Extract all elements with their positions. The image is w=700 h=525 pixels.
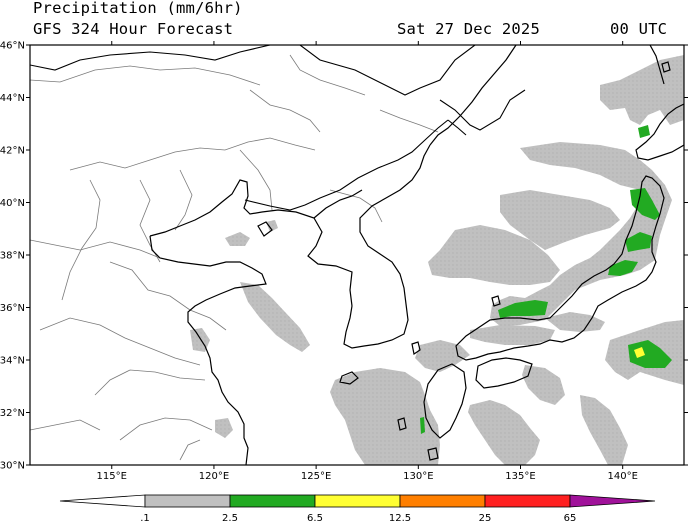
colorbar-tick-label: .1 [140, 513, 150, 524]
colorbar-bin [144, 494, 231, 508]
lat-tick-label: 38°N [0, 251, 25, 262]
lon-tick-label: 140°E [607, 471, 637, 482]
lat-tick-label: 44°N [0, 93, 25, 104]
national-borders [30, 45, 526, 211]
valid-utc: 00 UTC [610, 20, 668, 38]
valid-date: Sat 27 Dec 2025 [397, 20, 540, 38]
colorbar-bin [484, 494, 571, 508]
lat-tick-label: 42°N [0, 146, 25, 157]
lon-tick-label: 135°E [505, 471, 535, 482]
lon-tick-label: 130°E [403, 471, 433, 482]
latitude-axis: 30°N 32°N 34°N 36°N 38°N 40°N 42°N 44°N 46°N [0, 41, 688, 472]
colorbar-tick-label: 25 [479, 513, 492, 524]
longitude-axis: 115°E 120°E 125°E 130°E 135°E 140°E [97, 41, 638, 482]
lat-tick-label: 34°N [0, 356, 25, 367]
admin-borders [30, 54, 439, 461]
colorbar-tick-label: 2.5 [222, 513, 238, 524]
lat-tick-label: 40°N [0, 198, 25, 209]
forecast-subtitle: GFS 324 Hour Forecast [33, 20, 234, 38]
precip-light-areas [190, 55, 684, 465]
lon-tick-label: 115°E [97, 471, 127, 482]
colorbar-bin [59, 494, 146, 508]
colorbar-bin [229, 494, 316, 508]
coastlines [149, 45, 684, 465]
map-content [30, 45, 684, 465]
precip-colorbar [59, 494, 656, 508]
colorbar-tick-label: 65 [564, 513, 577, 524]
colorbar-bin [399, 494, 486, 508]
lon-tick-label: 120°E [199, 471, 229, 482]
precip-colorbar-labels: .1 2.5 6.5 12.5 25 65 [140, 513, 576, 524]
map-title: Precipitation (mm/6hr) [33, 0, 243, 17]
precip-heavy-areas [634, 347, 645, 358]
lat-tick-label: 46°N [0, 41, 25, 52]
lat-tick-label: 32°N [0, 408, 25, 419]
lat-tick-label: 30°N [0, 461, 25, 472]
colorbar-bin [569, 494, 656, 508]
colorbar-tick-label: 6.5 [307, 513, 323, 524]
colorbar-bin [314, 494, 401, 508]
precip-moderate-areas [420, 125, 672, 434]
lat-tick-label: 36°N [0, 303, 25, 314]
colorbar-tick-label: 12.5 [389, 513, 411, 524]
lon-tick-label: 125°E [301, 471, 331, 482]
